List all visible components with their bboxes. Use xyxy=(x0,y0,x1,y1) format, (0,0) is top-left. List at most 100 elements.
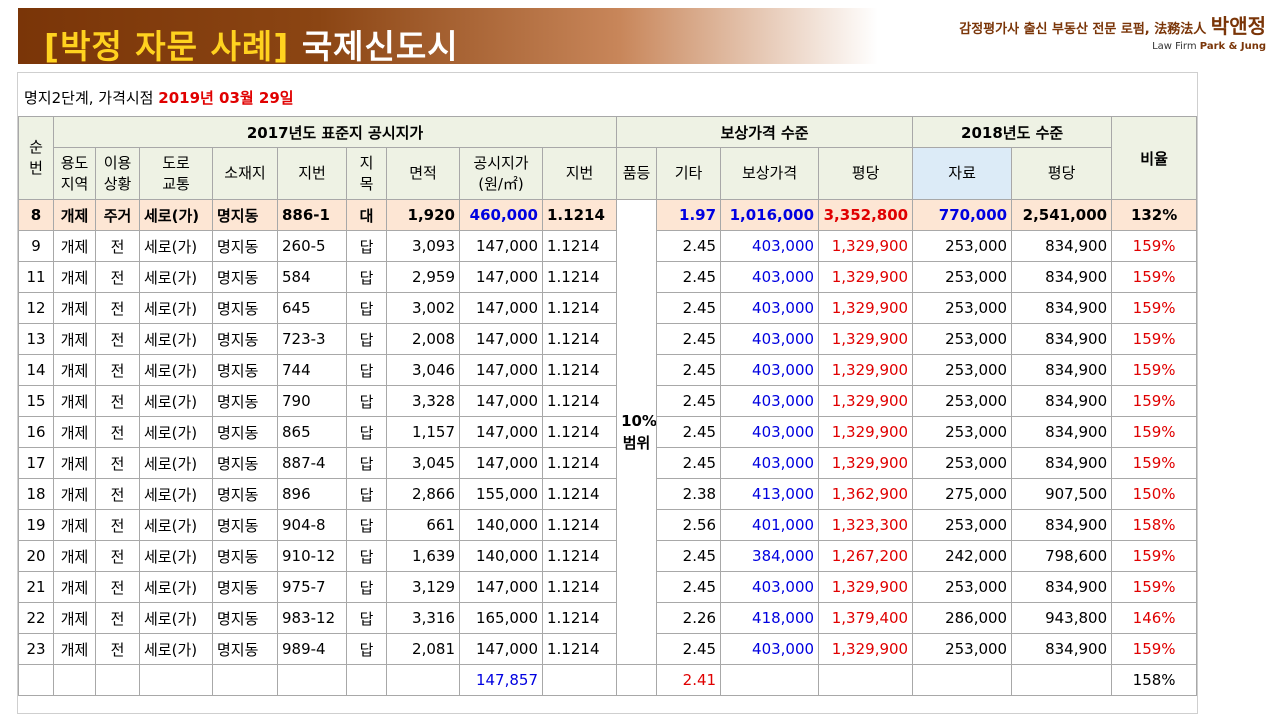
header-per-pyeong-2018: 평당 xyxy=(1012,148,1112,200)
subtitle: 명지2단계, 가격시점 2019년 03월 29일 xyxy=(24,87,294,108)
header-seq: 순번 xyxy=(19,117,54,200)
cell-status: 전 xyxy=(96,603,140,634)
title-banner: [박정 자문 사례] 국제신도시 xyxy=(18,8,878,64)
cell-status: 전 xyxy=(96,541,140,572)
header-official-price: 공시지가 (원/㎡) xyxy=(460,148,543,200)
header-data: 자료 xyxy=(913,148,1012,200)
cell-seq: 17 xyxy=(19,448,54,479)
cell-ratio: 150% xyxy=(1112,479,1197,510)
header-area: 면적 xyxy=(387,148,460,200)
cell-area: 3,093 xyxy=(387,231,460,262)
cell-pyeong: 1,329,900 xyxy=(819,572,913,603)
cell-loc: 명지동 xyxy=(213,386,278,417)
cell-seq: 15 xyxy=(19,386,54,417)
cell-official: 147,000 xyxy=(460,262,543,293)
cell-comp: 418,000 xyxy=(721,603,819,634)
cell-status: 전 xyxy=(96,231,140,262)
cell-jimok: 답 xyxy=(347,231,387,262)
header-per-pyeong: 평당 xyxy=(819,148,913,200)
table-row: 17 개제 전 세로(가) 명지동 887-4 답 3,045 147,000 1.1214 2.4… xyxy=(19,448,1197,479)
cell-factor: 1.1214 xyxy=(543,572,617,603)
header-lot: 지번 xyxy=(278,148,347,200)
cell-comp: 403,000 xyxy=(721,324,819,355)
cell-factor: 1.1214 xyxy=(543,541,617,572)
cell-data: 253,000 xyxy=(913,355,1012,386)
cell-lot: 887-4 xyxy=(278,448,347,479)
cell-other: 2.45 xyxy=(657,541,721,572)
cell-official: 147,000 xyxy=(460,231,543,262)
cell-ratio: 159% xyxy=(1112,355,1197,386)
page-title: [박정 자문 사례] 국제신도시 xyxy=(44,20,459,68)
cell-pyeong: 1,329,900 xyxy=(819,355,913,386)
cell-lot: 645 xyxy=(278,293,347,324)
cell-lot: 865 xyxy=(278,417,347,448)
cell-data: 242,000 xyxy=(913,541,1012,572)
cell-area: 1,920 xyxy=(387,200,460,231)
cell-road: 세로(가) xyxy=(140,293,213,324)
cell-seq: 16 xyxy=(19,417,54,448)
cell-loc: 명지동 xyxy=(213,510,278,541)
cell-data: 253,000 xyxy=(913,293,1012,324)
cell-road: 세로(가) xyxy=(140,634,213,665)
cell-data: 770,000 xyxy=(913,200,1012,231)
cell-other: 2.45 xyxy=(657,634,721,665)
cell-data: 253,000 xyxy=(913,448,1012,479)
cell-jimok: 답 xyxy=(347,386,387,417)
cell-seq: 11 xyxy=(19,262,54,293)
cell-lot: 260-5 xyxy=(278,231,347,262)
cell-seq: 13 xyxy=(19,324,54,355)
table-row: 13 개제 전 세로(가) 명지동 723-3 답 2,008 147,000 1.1214 2.4… xyxy=(19,324,1197,355)
cell-comp: 403,000 xyxy=(721,293,819,324)
cell-area: 3,316 xyxy=(387,603,460,634)
header-other: 기타 xyxy=(657,148,721,200)
cell-loc: 명지동 xyxy=(213,417,278,448)
cell-comp: 1,016,000 xyxy=(721,200,819,231)
cell-road: 세로(가) xyxy=(140,479,213,510)
cell-other: 2.45 xyxy=(657,386,721,417)
cell-official: 460,000 xyxy=(460,200,543,231)
firm-english-name: Park & Jung xyxy=(1200,41,1266,52)
cell-use: 개제 xyxy=(54,510,96,541)
table-row: 8 개제 주거 세로(가) 명지동 886-1 대 1,920 460,000 1.1214 10%… xyxy=(19,200,1197,231)
cell-pyeong2: 834,900 xyxy=(1012,417,1112,448)
cell-jimok: 답 xyxy=(347,448,387,479)
cell-use: 개제 xyxy=(54,448,96,479)
valuation-date: 2019년 03월 29일 xyxy=(158,89,293,107)
cell-pyeong2: 834,900 xyxy=(1012,262,1112,293)
cell-ratio: 159% xyxy=(1112,262,1197,293)
firm-english-prefix: Law Firm xyxy=(1152,41,1197,52)
cell-other: 2.45 xyxy=(657,324,721,355)
cell-jimok: 답 xyxy=(347,572,387,603)
table-row: 11 개제 전 세로(가) 명지동 584 답 2,959 147,000 1.1214 2.45 4… xyxy=(19,262,1197,293)
cell-pyeong: 1,329,900 xyxy=(819,293,913,324)
cell-area: 2,008 xyxy=(387,324,460,355)
cell-loc: 명지동 xyxy=(213,479,278,510)
cell-data: 253,000 xyxy=(913,262,1012,293)
cell-data: 253,000 xyxy=(913,386,1012,417)
cell-area: 2,959 xyxy=(387,262,460,293)
cell-lot: 904-8 xyxy=(278,510,347,541)
cell-jimok: 답 xyxy=(347,479,387,510)
cell-ratio: 146% xyxy=(1112,603,1197,634)
cell-pyeong: 1,329,900 xyxy=(819,448,913,479)
cell-comp: 384,000 xyxy=(721,541,819,572)
cell-area: 3,046 xyxy=(387,355,460,386)
cell-road: 세로(가) xyxy=(140,324,213,355)
cell-use: 개제 xyxy=(54,386,96,417)
cell-status: 전 xyxy=(96,479,140,510)
cell-jimok: 대 xyxy=(347,200,387,231)
cell-official: 140,000 xyxy=(460,510,543,541)
cell-lot: 886-1 xyxy=(278,200,347,231)
summary-empty-cell xyxy=(819,665,913,696)
header-comp-lot: 지번 xyxy=(543,148,617,200)
cell-comp: 403,000 xyxy=(721,355,819,386)
cell-use: 개제 xyxy=(54,262,96,293)
header-use-area: 용도 지역 xyxy=(54,148,96,200)
cell-status: 전 xyxy=(96,355,140,386)
cell-ratio: 159% xyxy=(1112,231,1197,262)
cell-data: 286,000 xyxy=(913,603,1012,634)
cell-ratio: 159% xyxy=(1112,634,1197,665)
cell-jimok: 답 xyxy=(347,355,387,386)
cell-pyeong2: 834,900 xyxy=(1012,448,1112,479)
cell-comp: 403,000 xyxy=(721,417,819,448)
